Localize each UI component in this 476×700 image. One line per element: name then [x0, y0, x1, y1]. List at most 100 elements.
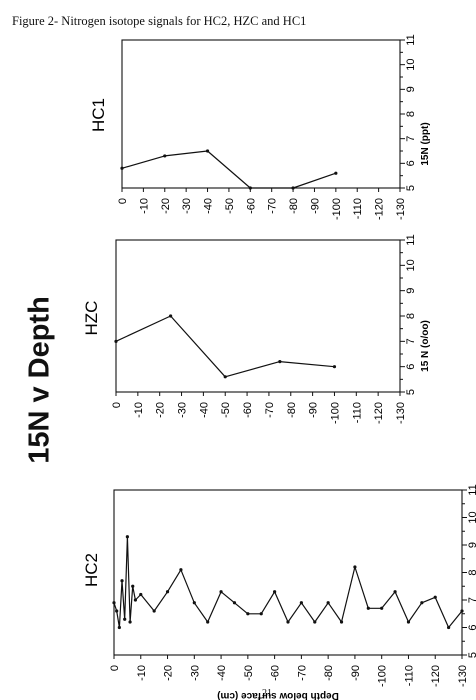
- hzc-depth-tick-label: -30: [177, 402, 189, 418]
- hc1-data-point: [291, 186, 295, 190]
- hc2-data-point: [380, 606, 384, 610]
- hzc-value-tick-label: 7: [405, 338, 417, 344]
- hc1-value-tick-label: 6: [405, 160, 417, 166]
- hc1-data-point: [120, 166, 124, 170]
- hc1-value-tick-label: 9: [405, 86, 417, 92]
- hc2-data-point: [232, 601, 237, 605]
- hc1-depth-tick-label: -10: [138, 198, 150, 214]
- hc2-data-point: [286, 620, 290, 624]
- hzc-value-tick-label: 5: [405, 389, 417, 395]
- hc1-depth-tick-label: -110: [352, 198, 364, 219]
- hc2-data-point: [133, 598, 138, 602]
- hc1-depth-tick-label: -60: [245, 198, 257, 214]
- hc1-data-point: [248, 186, 252, 190]
- hc2-data-point: [125, 535, 129, 539]
- hc1-depth-tick-label: -90: [309, 198, 321, 214]
- hc1-value-axis-label: 15N (ppt): [420, 122, 431, 165]
- hzc-depth-tick-label: -120: [373, 402, 385, 424]
- hc1-value-tick-label: 10: [405, 59, 417, 71]
- hc1-depth-tick-label: -80: [288, 198, 300, 214]
- hzc-depth-tick-label: -10: [133, 402, 145, 418]
- hzc-depth-tick-label: -130: [395, 402, 407, 424]
- hzc-value-tick-label: 11: [405, 234, 417, 245]
- hzc-depth-tick-label: -70: [264, 402, 276, 418]
- hc2-data-point: [165, 590, 170, 594]
- hc2-data-point: [447, 625, 451, 630]
- hc1-value-tick-label: 11: [405, 34, 417, 45]
- hc2-value-tick-label: 6: [467, 624, 476, 630]
- hc2-depth-tick-label: -130: [457, 665, 469, 687]
- hc2-data-point: [259, 612, 263, 616]
- hc2-data-point: [112, 601, 116, 605]
- hc2-value-tick-label: 10: [467, 511, 476, 523]
- hzc-value-axis-label: 15 N (o/oo): [420, 320, 431, 372]
- hc1-value-tick-label: 7: [405, 136, 417, 142]
- hc2-data-point: [131, 584, 135, 588]
- hc2-value-tick-label: 9: [467, 542, 476, 548]
- hc2-data-point: [339, 620, 344, 624]
- hc1-depth-tick-label: -40: [203, 198, 215, 214]
- hc2-data-point: [117, 625, 121, 630]
- hc2-data-point: [433, 595, 437, 599]
- hzc-depth-tick-label: -60: [242, 402, 254, 418]
- hc2-depth-tick-label: -110: [403, 665, 415, 686]
- hc2-value-tick-label: 11: [467, 484, 476, 495]
- hzc-depth-tick-label: -20: [155, 402, 167, 418]
- figure-caption: Figure 2- Nitrogen isotope signals for H…: [12, 14, 307, 28]
- hzc-depth-tick-label: -110: [351, 402, 363, 423]
- hc2-value-tick-label: 7: [467, 597, 476, 603]
- hc2-depth-axis-label: Depth below surface (cm): [217, 690, 339, 700]
- hc2-data-point: [299, 601, 303, 605]
- hc2-data-point: [273, 590, 277, 594]
- hc2-data-point: [179, 568, 183, 572]
- hc2-data-point: [326, 601, 330, 605]
- hc2-data-point: [128, 620, 132, 624]
- hc1-data-point: [205, 149, 210, 153]
- hzc-depth-tick-label: 0: [111, 402, 123, 408]
- hzc-panel-title: HZC: [82, 301, 101, 336]
- hc2-depth-tick-label: -50: [243, 665, 255, 681]
- hc1-depth-tick-label: -50: [224, 198, 236, 214]
- hzc-series-line: [115, 315, 335, 378]
- hzc-value-tick-label: 8: [405, 313, 417, 319]
- hc1-depth-tick-label: -30: [181, 198, 193, 214]
- hc1-value-tick-label: 8: [405, 111, 417, 117]
- hc2-data-point: [123, 617, 127, 621]
- hzc-data-point: [223, 375, 227, 379]
- hzc-value-tick-label: 6: [405, 364, 417, 370]
- hc2-data-point: [139, 592, 143, 597]
- hzc-depth-tick-label: -50: [220, 402, 232, 418]
- hc2-data-point: [460, 609, 464, 613]
- hc2-data-point: [406, 620, 411, 624]
- hc1-depth-tick-label: 0: [117, 198, 129, 204]
- page-number: 21: [262, 688, 272, 699]
- hzc-depth-tick-label: -80: [286, 402, 298, 418]
- hc2-data-point: [246, 612, 250, 616]
- hc2-data-point: [219, 590, 223, 594]
- hc2-data-point: [353, 565, 357, 569]
- hc2-value-tick-label: 5: [467, 652, 476, 658]
- hc1-series-line: [121, 150, 336, 189]
- hc2-plot-frame: [113, 489, 463, 656]
- hc2-depth-tick-label: -100: [377, 665, 389, 687]
- hc2-data-point: [366, 606, 370, 610]
- hc2-data-point: [152, 609, 156, 613]
- hzc-data-point: [169, 314, 173, 318]
- hc1-plot-frame: [121, 39, 401, 189]
- hc2-depth-tick-label: -120: [430, 665, 442, 687]
- hzc-plot-frame: [115, 239, 401, 393]
- hc1-depth-tick-label: -100: [331, 198, 343, 220]
- hc2-depth-tick-label: -90: [350, 665, 362, 681]
- hc2-data-point: [206, 620, 210, 624]
- hc1-depth-tick-label: -20: [160, 198, 172, 214]
- hc2-panel-title: HC2: [82, 553, 101, 587]
- hc2-depth-tick-label: -40: [216, 665, 228, 681]
- hc1-depth-tick-label: -130: [395, 198, 407, 220]
- hc2-data-point: [393, 590, 397, 594]
- hzc-value-tick-label: 9: [405, 288, 417, 294]
- hc1-depth-tick-label: -120: [374, 198, 386, 220]
- hc2-depth-tick-label: 0: [109, 665, 121, 671]
